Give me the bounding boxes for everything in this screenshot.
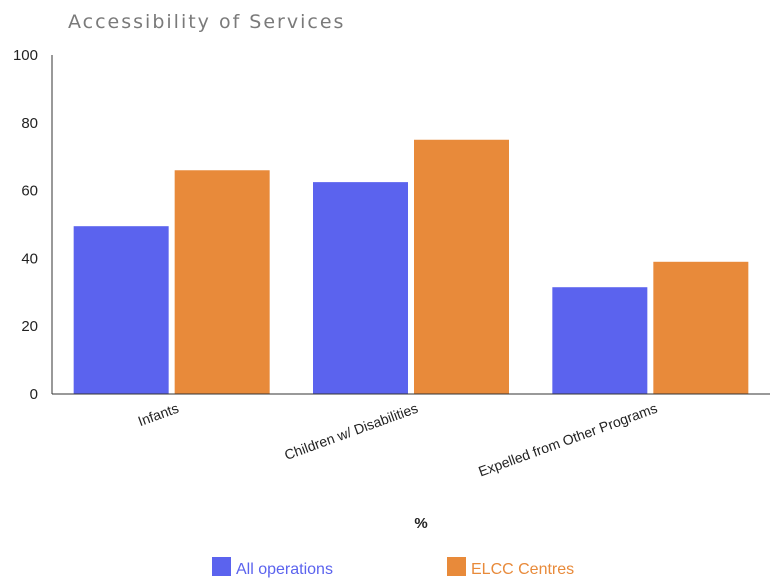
bar-elcc-centres: [653, 261, 749, 394]
legend-swatch: [212, 557, 231, 576]
x-axis: Infants Children w/ Disabilities Expelled …: [52, 393, 770, 480]
bars-group: [73, 139, 749, 394]
chart-title: Accessibility of Services: [68, 11, 345, 33]
x-tick-label: Expelled from Other Programs: [476, 400, 659, 480]
y-axis: 0 20 40 60 80 100: [13, 47, 53, 403]
legend-label: All operations: [236, 561, 333, 578]
legend: All operations ELCC Centres: [212, 557, 574, 578]
y-tick-label: 20: [21, 318, 38, 335]
legend-swatch: [447, 557, 466, 576]
y-tick-label: 60: [21, 183, 38, 200]
legend-label: ELCC Centres: [471, 561, 574, 578]
bar-elcc-centres: [414, 139, 509, 394]
bar-elcc-centres: [174, 170, 270, 394]
y-tick-label: 100: [13, 47, 38, 64]
y-tick-label: 80: [21, 115, 38, 132]
bar-all-operations: [73, 226, 169, 394]
y-tick-label: 0: [30, 386, 38, 403]
y-tick-label: 40: [21, 250, 38, 267]
bar-all-operations: [313, 182, 408, 394]
bar-all-operations: [552, 287, 648, 394]
x-tick-label: Infants: [136, 400, 181, 429]
x-axis-label: %: [414, 515, 427, 532]
x-tick-label: Children w/ Disabilities: [282, 400, 420, 463]
